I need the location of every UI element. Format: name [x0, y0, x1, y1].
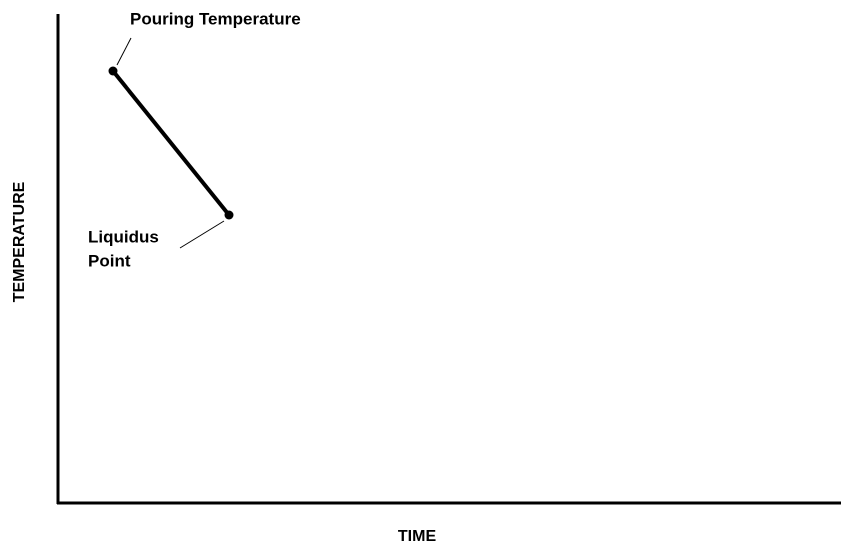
annotation: Liquidus — [88, 227, 159, 246]
annotation: Point — [88, 251, 131, 270]
cooling-line — [111, 69, 231, 217]
pouring-point — [108, 66, 118, 76]
liquidus-point — [224, 210, 234, 220]
x-axis-label: TIME — [398, 528, 437, 544]
y-axis-label: TEMPERATURE — [11, 181, 28, 302]
annotation: Pouring Temperature — [130, 9, 301, 28]
leader-line — [179, 220, 225, 249]
leader-line — [116, 37, 132, 66]
